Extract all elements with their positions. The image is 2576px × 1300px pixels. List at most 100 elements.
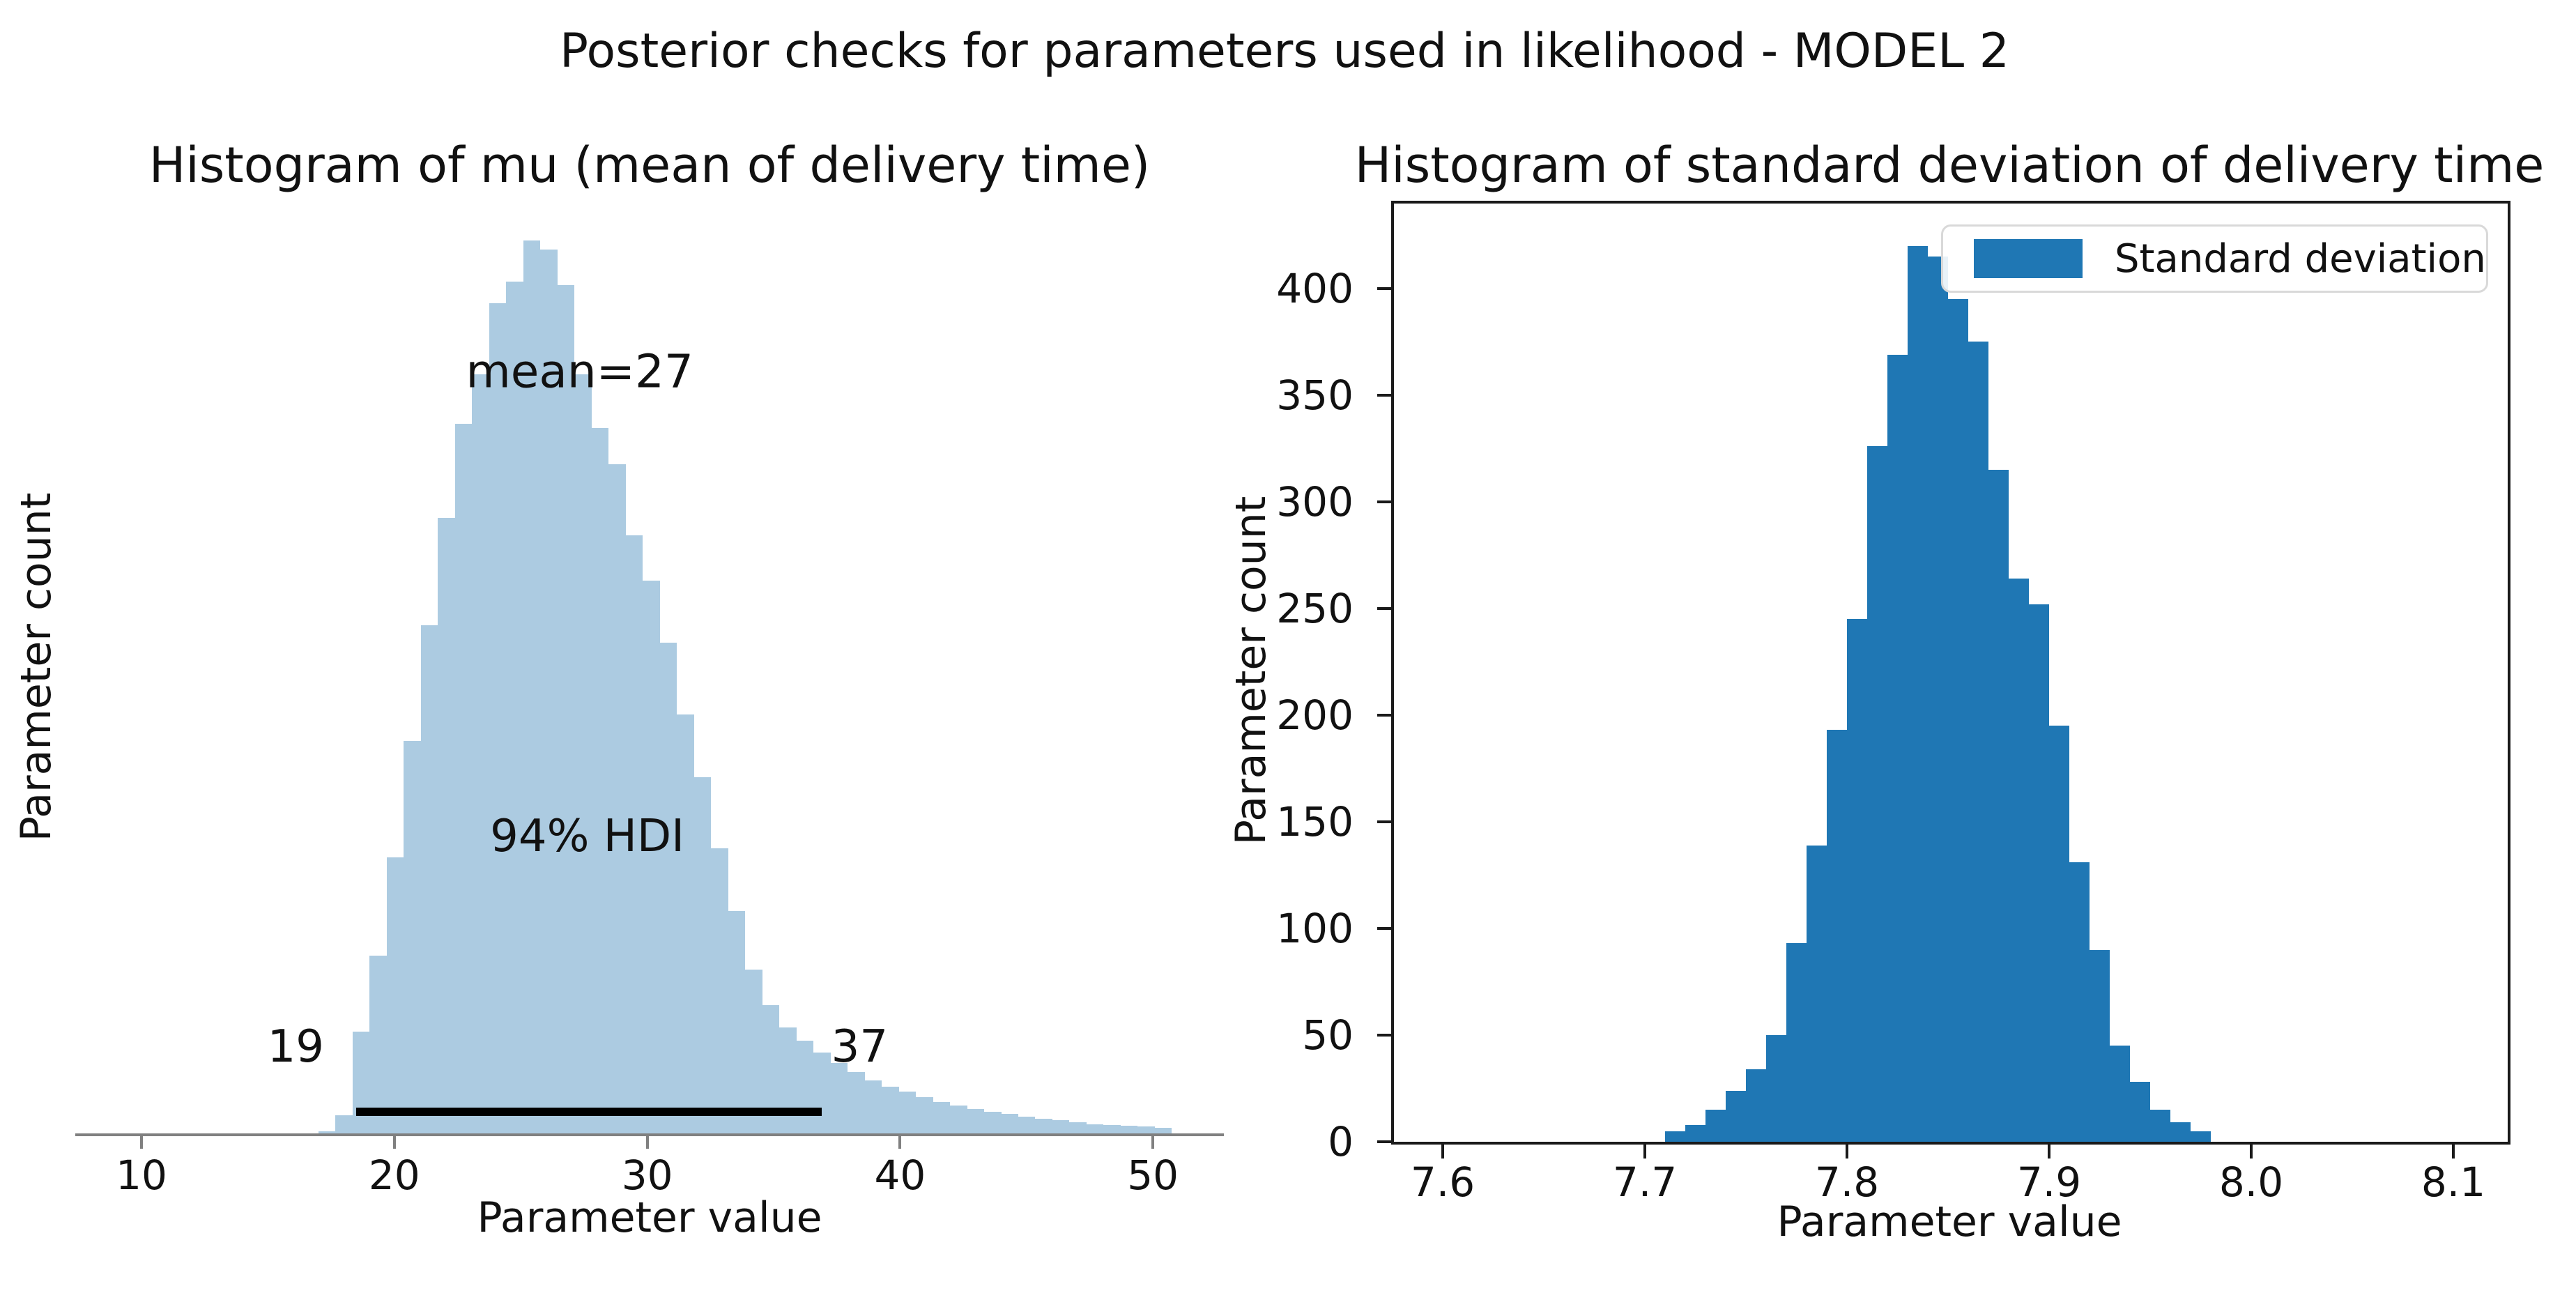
mu-bar: [1001, 1114, 1018, 1135]
sd-bar: [1908, 246, 1928, 1142]
sd-y-tick-label: 100: [1276, 905, 1354, 952]
sd-bar: [1746, 1069, 1766, 1142]
sd-bar: [1766, 1035, 1786, 1142]
mu-bar: [659, 643, 677, 1135]
mu-x-tick-label: 20: [368, 1152, 420, 1199]
sd-bar: [1807, 846, 1827, 1142]
sd-legend: Standard deviation: [1941, 224, 2488, 293]
mu-x-tick-label: 50: [1127, 1152, 1179, 1199]
mu-x-tick-mark: [140, 1135, 143, 1149]
sd-y-tick-label: 350: [1276, 372, 1354, 419]
mu-bar: [693, 777, 712, 1135]
sd-y-tick-label: 0: [1328, 1118, 1354, 1165]
mu-bar: [352, 1032, 370, 1135]
sd-y-tick-label: 250: [1276, 585, 1354, 632]
sd-bar: [1665, 1131, 1685, 1142]
mu-mean-annotation: mean=27: [466, 344, 693, 399]
sd-plot-title: Histogram of standard deviation of deliv…: [1354, 137, 2545, 194]
mu-bar: [813, 1053, 831, 1135]
mu-bar: [711, 848, 728, 1135]
mu-bar: [369, 956, 387, 1135]
mu-bar: [1018, 1117, 1036, 1135]
mu-bar: [574, 374, 592, 1135]
sd-legend-color-patch: [1974, 239, 2083, 278]
mu-bar: [523, 240, 541, 1135]
sd-x-tick-mark: [1441, 1145, 1444, 1158]
sd-y-tick-mark: [1377, 820, 1391, 823]
sd-bar: [2029, 604, 2049, 1142]
sd-bar: [1867, 446, 1887, 1142]
mu-bar: [506, 282, 523, 1135]
sd-y-tick-mark: [1377, 500, 1391, 503]
sd-x-tick-mark: [1846, 1145, 1848, 1158]
sd-x-tick-mark: [2048, 1145, 2050, 1158]
mu-bar: [1154, 1128, 1172, 1135]
mu-bar: [608, 464, 626, 1135]
mu-bar: [472, 374, 489, 1135]
mu-bar: [454, 424, 473, 1135]
mu-bar: [898, 1092, 917, 1135]
mu-bar: [950, 1106, 967, 1135]
sd-bar: [2191, 1131, 2211, 1142]
mu-hdi-upper-label: 37: [831, 1021, 889, 1073]
mu-bar: [625, 535, 643, 1135]
sd-x-tick-label: 7.7: [1612, 1158, 1678, 1206]
mu-x-axis-label: Parameter value: [477, 1193, 822, 1242]
sd-y-tick-mark: [1377, 714, 1391, 717]
figure-title: Posterior checks for parameters used in …: [559, 24, 2010, 79]
sd-y-tick-label: 200: [1276, 691, 1354, 739]
sd-x-tick-label: 8.1: [2421, 1158, 2486, 1206]
mu-bar: [864, 1080, 882, 1135]
mu-bar: [318, 1131, 336, 1135]
sd-y-tick-mark: [1377, 607, 1391, 610]
sd-bar: [1847, 619, 1867, 1142]
sd-top-spine: [1391, 201, 2508, 204]
mu-bar: [796, 1041, 814, 1135]
mu-bar: [848, 1072, 865, 1135]
sd-bar: [2150, 1110, 2170, 1142]
sd-bar: [1685, 1125, 1705, 1142]
mu-bar: [591, 428, 609, 1135]
mu-hdi-annotation: 94% HDI: [490, 811, 685, 862]
mu-bar: [404, 741, 421, 1135]
sd-bar: [2069, 862, 2090, 1142]
sd-bar: [2090, 950, 2110, 1142]
mu-x-tick-label: 10: [116, 1152, 167, 1199]
sd-bar: [1968, 342, 1988, 1142]
sd-y-tick-label: 300: [1276, 478, 1354, 526]
sd-bar: [2009, 579, 2029, 1142]
sd-bar: [1705, 1110, 1726, 1142]
mu-x-tick-label: 40: [874, 1152, 926, 1199]
sd-bar: [2130, 1082, 2150, 1142]
sd-x-tick-mark: [1643, 1145, 1646, 1158]
mu-x-axis-line: [75, 1133, 1224, 1136]
mu-x-tick-mark: [392, 1135, 396, 1149]
mu-bar: [728, 911, 746, 1135]
mu-bar: [386, 857, 404, 1135]
sd-bar: [1928, 257, 1948, 1142]
mu-x-tick-mark: [1151, 1135, 1155, 1149]
mu-bar: [984, 1112, 1002, 1135]
mu-bar: [933, 1102, 951, 1135]
mu-bar: [1052, 1120, 1070, 1135]
sd-bar: [1988, 470, 2009, 1142]
sd-x-tick-mark: [2250, 1145, 2253, 1158]
sd-y-axis-label: Parameter count: [1227, 496, 1275, 846]
mu-hdi-line: [356, 1108, 822, 1116]
mu-bar: [1103, 1125, 1121, 1135]
sd-x-tick-label: 8.0: [2218, 1158, 2284, 1206]
sd-y-tick-mark: [1377, 394, 1391, 397]
sd-y-tick-label: 400: [1276, 265, 1354, 312]
mu-bar: [540, 250, 558, 1135]
sd-bar: [1948, 299, 1968, 1142]
mu-x-tick-mark: [898, 1135, 902, 1149]
sd-x-tick-label: 7.9: [2016, 1158, 2082, 1206]
sd-right-spine: [2508, 201, 2510, 1145]
sd-left-spine: [1391, 201, 1394, 1145]
sd-bar: [2170, 1122, 2191, 1142]
mu-bar: [882, 1087, 899, 1135]
mu-bar: [335, 1115, 353, 1135]
mu-bar: [830, 1063, 848, 1135]
mu-bar: [557, 285, 575, 1135]
